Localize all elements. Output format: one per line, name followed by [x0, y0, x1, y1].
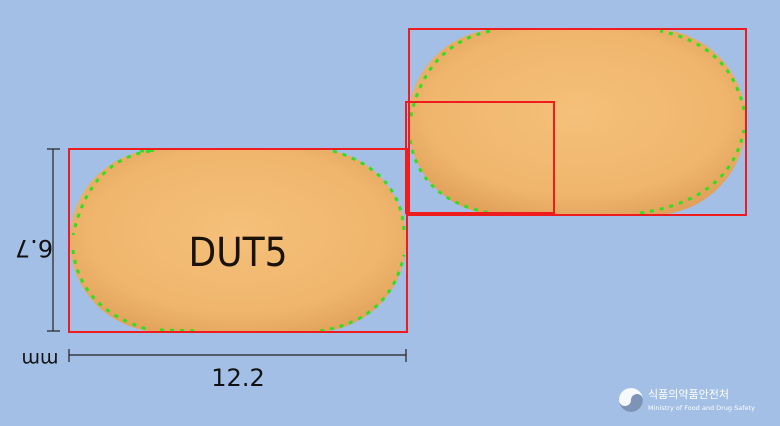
mfds-logo: 식품의약품안전처 Ministry of Food and Drug Safet… — [619, 387, 755, 412]
unit-label: mm — [21, 348, 58, 370]
pill-back-view — [405, 28, 747, 216]
height-dimension: 6.7 — [15, 148, 60, 332]
pill-front-edge-dots — [71, 148, 406, 333]
pill-front-view: DUT5 — [68, 148, 410, 333]
pill-back-edge-dots — [408, 29, 746, 215]
height-label: 6.7 — [15, 234, 53, 262]
pill-front-body — [70, 149, 406, 332]
mfds-korean-name: 식품의약품안전처 — [648, 387, 729, 401]
width-dimension: 12.2 — [68, 349, 407, 392]
width-label: 12.2 — [211, 364, 264, 392]
bounding-box-joint — [405, 149, 410, 213]
pill-imprint-text: DUT5 — [189, 230, 288, 276]
mfds-english-name: Ministry of Food and Drug Safety — [648, 404, 755, 412]
pill-back-inner-box — [405, 101, 555, 214]
pill-back-body — [408, 29, 746, 215]
pill-front-bounding-box — [68, 148, 408, 333]
pill-back-bounding-box — [408, 28, 747, 216]
mfds-emblem-icon — [619, 388, 643, 412]
